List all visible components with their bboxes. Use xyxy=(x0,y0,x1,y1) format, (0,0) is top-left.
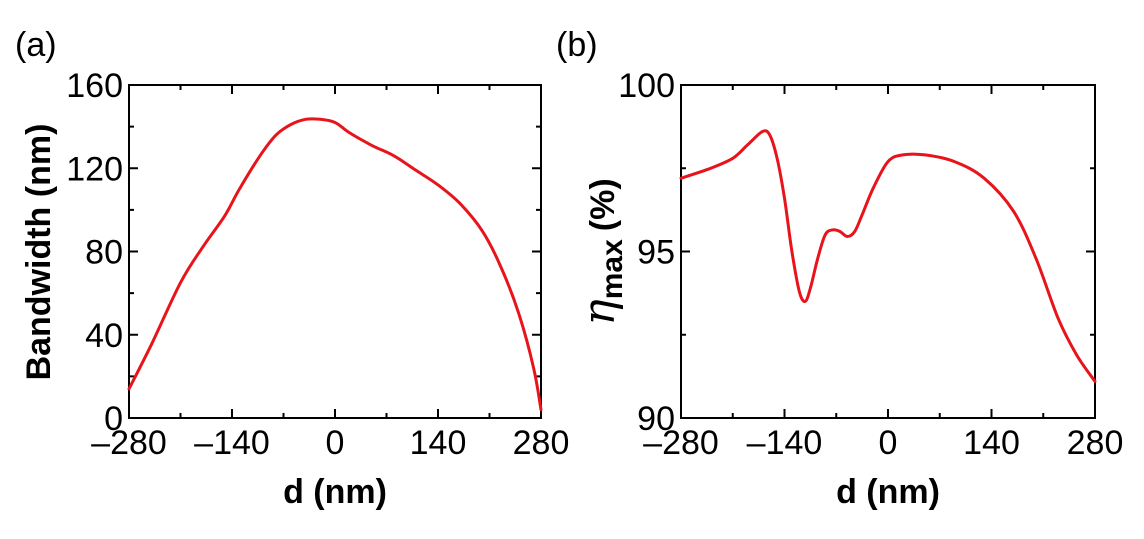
panel-a-x-tick-labels: –280 –140 0 140 280 xyxy=(91,424,569,462)
y-tick-label: 100 xyxy=(618,67,675,105)
y-tick-label: 40 xyxy=(85,317,123,355)
y-tick-label: 95 xyxy=(637,234,675,272)
x-tick-label: 280 xyxy=(1067,424,1124,462)
x-tick-label: 0 xyxy=(326,424,345,462)
x-tick-label: 140 xyxy=(410,424,467,462)
eta-symbol: η xyxy=(574,299,625,325)
eta-subscript: max xyxy=(596,239,629,299)
panel-b-y-axis-title: ηmax (%) xyxy=(574,178,629,325)
panel-b-y-tick-labels: 90 95 100 xyxy=(618,67,675,438)
x-tick-label: 280 xyxy=(513,424,570,462)
eta-units: (%) xyxy=(584,178,622,231)
panel-b-efficiency-chart: (b) –280 –140 0 140 280 90 95 100 d (nm) ηmax (… xyxy=(556,26,1123,511)
x-tick-label: 0 xyxy=(879,424,898,462)
panel-b-x-axis-title: d (nm) xyxy=(836,473,940,511)
x-tick-label: 140 xyxy=(963,424,1020,462)
x-tick-label: –280 xyxy=(643,424,719,462)
x-tick-label: –140 xyxy=(194,424,270,462)
panel-a-label: (a) xyxy=(15,26,57,64)
panel-b-ticks xyxy=(680,84,1096,419)
y-tick-label: 120 xyxy=(66,150,123,188)
y-tick-label: 80 xyxy=(85,234,123,272)
y-tick-label: 90 xyxy=(637,400,675,438)
panel-a-y-tick-labels: 0 40 80 120 160 xyxy=(66,67,123,438)
x-tick-label: –140 xyxy=(747,424,823,462)
panel-a-plot-frame xyxy=(128,84,542,419)
panel-a-ticks xyxy=(128,84,542,419)
x-tick-label: –280 xyxy=(91,424,167,462)
panel-a-bandwidth-chart: (a) –280 –140 0 140 280 0 40 80 120 160 d (nm) B… xyxy=(15,26,569,511)
panel-a-bandwidth-line xyxy=(127,117,543,412)
y-tick-label: 160 xyxy=(66,67,123,105)
panel-b-efficiency-line xyxy=(679,129,1097,383)
panel-b-label: (b) xyxy=(556,26,598,64)
panel-a-y-axis-title: Bandwidth (nm) xyxy=(20,124,58,381)
panel-a-x-axis-title: d (nm) xyxy=(283,473,387,511)
panel-b-x-tick-labels: –280 –140 0 140 280 xyxy=(643,424,1123,462)
y-tick-label: 0 xyxy=(104,400,123,438)
